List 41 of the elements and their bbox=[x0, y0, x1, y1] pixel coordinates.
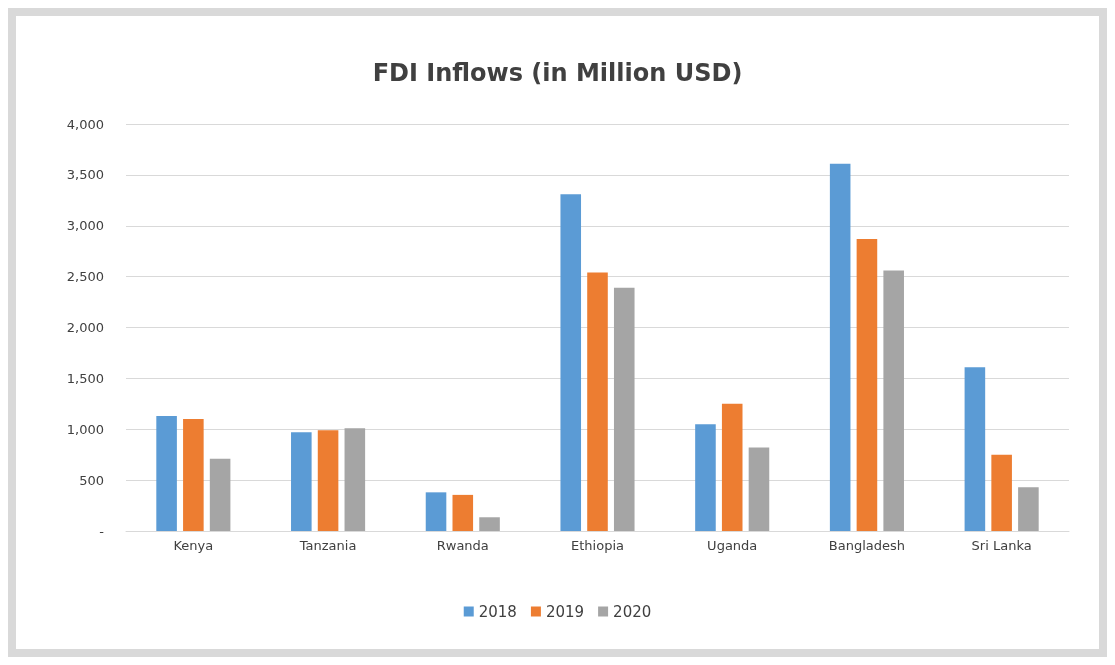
bar bbox=[291, 432, 312, 531]
bar bbox=[156, 416, 177, 531]
bar bbox=[425, 492, 447, 531]
y-tick-label: 3,000 bbox=[66, 218, 104, 234]
bar bbox=[479, 517, 500, 531]
bar bbox=[209, 458, 231, 531]
chart-title: FDI Inflows (in Million USD) bbox=[372, 59, 743, 87]
x-tick-label: Uganda bbox=[707, 538, 758, 553]
bar bbox=[695, 424, 716, 531]
y-tick-label: 2,500 bbox=[66, 269, 104, 285]
y-tick-label: 4,000 bbox=[66, 116, 104, 132]
bar bbox=[856, 238, 878, 531]
legend-label: 2018 bbox=[478, 602, 517, 621]
y-tick-label: - bbox=[99, 523, 105, 539]
y-tick-label: 500 bbox=[79, 472, 104, 488]
bar bbox=[748, 447, 770, 531]
x-tick-label: Ethiopia bbox=[571, 538, 624, 553]
bar bbox=[829, 163, 851, 531]
bar bbox=[344, 428, 366, 531]
bar bbox=[964, 367, 986, 531]
bar bbox=[560, 194, 582, 531]
bar bbox=[183, 419, 204, 531]
x-tick-label: Sri Lanka bbox=[971, 538, 1032, 553]
y-tick-label: 3,500 bbox=[66, 167, 104, 183]
y-tick-label: 1,000 bbox=[66, 421, 104, 437]
legend-label: 2019 bbox=[545, 602, 585, 621]
bar bbox=[721, 403, 743, 531]
x-tick-label: Tanzania bbox=[298, 538, 357, 553]
bar bbox=[317, 430, 339, 531]
bar bbox=[991, 454, 1012, 531]
bar bbox=[587, 272, 608, 531]
x-tick-label: Bangladesh bbox=[828, 538, 906, 553]
x-tick-label: Kenya bbox=[173, 538, 214, 553]
y-tick-label: 2,000 bbox=[66, 320, 104, 335]
bar bbox=[1018, 487, 1039, 531]
x-tick-label: Rwanda bbox=[436, 538, 489, 553]
legend-label: 2020 bbox=[613, 602, 652, 621]
bar bbox=[452, 494, 474, 531]
bar bbox=[883, 270, 904, 531]
bar bbox=[613, 287, 635, 531]
y-tick-label: 1,500 bbox=[66, 370, 104, 386]
